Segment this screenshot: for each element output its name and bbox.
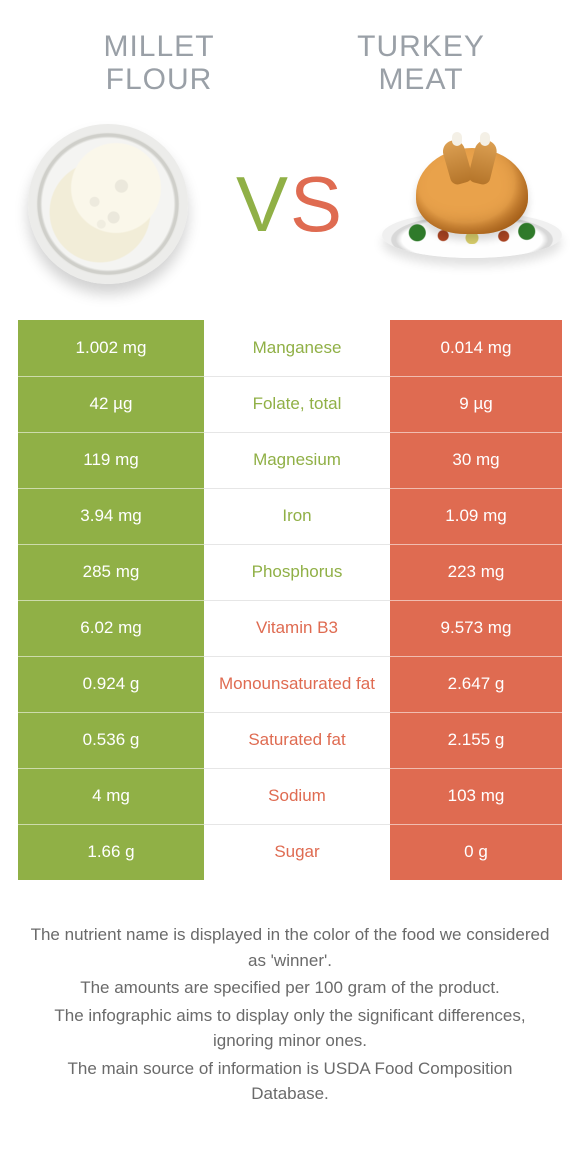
nutrient-name-cell: Manganese bbox=[204, 320, 390, 376]
right-value-cell: 2.647 g bbox=[390, 656, 562, 712]
right-food-image bbox=[382, 114, 562, 294]
right-title: TURKEY MEAT bbox=[290, 30, 552, 96]
hero-row: VS bbox=[18, 106, 562, 320]
table-row: 285 mgPhosphorus223 mg bbox=[18, 544, 562, 600]
table-row: 4 mgSodium103 mg bbox=[18, 768, 562, 824]
right-value-cell: 103 mg bbox=[390, 768, 562, 824]
right-value-cell: 0.014 mg bbox=[390, 320, 562, 376]
left-value-cell: 1.002 mg bbox=[18, 320, 204, 376]
table-row: 42 µgFolate, total9 µg bbox=[18, 376, 562, 432]
vs-v: V bbox=[236, 160, 290, 248]
right-value-cell: 223 mg bbox=[390, 544, 562, 600]
nutrient-name-cell: Sugar bbox=[204, 824, 390, 880]
right-value-cell: 2.155 g bbox=[390, 712, 562, 768]
right-value-cell: 0 g bbox=[390, 824, 562, 880]
vs-label: VS bbox=[236, 159, 344, 250]
comparison-tbody: 1.002 mgManganese0.014 mg42 µgFolate, to… bbox=[18, 320, 562, 880]
nutrient-name-cell: Phosphorus bbox=[204, 544, 390, 600]
note-2: The amounts are specified per 100 gram o… bbox=[30, 975, 550, 1001]
right-value-cell: 9.573 mg bbox=[390, 600, 562, 656]
note-4: The main source of information is USDA F… bbox=[30, 1056, 550, 1107]
table-row: 6.02 mgVitamin B39.573 mg bbox=[18, 600, 562, 656]
left-value-cell: 4 mg bbox=[18, 768, 204, 824]
nutrient-name-cell: Iron bbox=[204, 488, 390, 544]
page: MILLET FLOUR TURKEY MEAT VS 1.002 mgMang… bbox=[0, 0, 580, 1107]
footnotes: The nutrient name is displayed in the co… bbox=[18, 880, 562, 1107]
flour-bowl-icon bbox=[28, 124, 188, 284]
nutrient-name-cell: Monounsaturated fat bbox=[204, 656, 390, 712]
right-value-cell: 9 µg bbox=[390, 376, 562, 432]
table-row: 3.94 mgIron1.09 mg bbox=[18, 488, 562, 544]
nutrient-name-cell: Saturated fat bbox=[204, 712, 390, 768]
nutrient-name-cell: Vitamin B3 bbox=[204, 600, 390, 656]
nutrient-name-cell: Sodium bbox=[204, 768, 390, 824]
table-row: 0.924 gMonounsaturated fat2.647 g bbox=[18, 656, 562, 712]
right-value-cell: 1.09 mg bbox=[390, 488, 562, 544]
note-3: The infographic aims to display only the… bbox=[30, 1003, 550, 1054]
turkey-icon bbox=[382, 144, 562, 264]
right-value-cell: 30 mg bbox=[390, 432, 562, 488]
left-value-cell: 0.536 g bbox=[18, 712, 204, 768]
table-row: 119 mgMagnesium30 mg bbox=[18, 432, 562, 488]
note-1: The nutrient name is displayed in the co… bbox=[30, 922, 550, 973]
left-value-cell: 1.66 g bbox=[18, 824, 204, 880]
left-food-image bbox=[18, 114, 198, 294]
left-title-line2: FLOUR bbox=[106, 63, 213, 96]
table-row: 1.66 gSugar0 g bbox=[18, 824, 562, 880]
left-title-line1: MILLET bbox=[103, 30, 214, 63]
nutrient-name-cell: Magnesium bbox=[204, 432, 390, 488]
table-row: 1.002 mgManganese0.014 mg bbox=[18, 320, 562, 376]
left-value-cell: 3.94 mg bbox=[18, 488, 204, 544]
nutrient-name-cell: Folate, total bbox=[204, 376, 390, 432]
left-value-cell: 119 mg bbox=[18, 432, 204, 488]
right-title-line2: MEAT bbox=[378, 63, 463, 96]
table-row: 0.536 gSaturated fat2.155 g bbox=[18, 712, 562, 768]
left-value-cell: 285 mg bbox=[18, 544, 204, 600]
left-value-cell: 6.02 mg bbox=[18, 600, 204, 656]
comparison-table: 1.002 mgManganese0.014 mg42 µgFolate, to… bbox=[18, 320, 562, 880]
vs-s: S bbox=[290, 160, 344, 248]
right-title-line1: TURKEY bbox=[357, 30, 485, 63]
left-title: MILLET FLOUR bbox=[28, 30, 290, 96]
left-value-cell: 42 µg bbox=[18, 376, 204, 432]
titles-row: MILLET FLOUR TURKEY MEAT bbox=[18, 0, 562, 106]
left-value-cell: 0.924 g bbox=[18, 656, 204, 712]
